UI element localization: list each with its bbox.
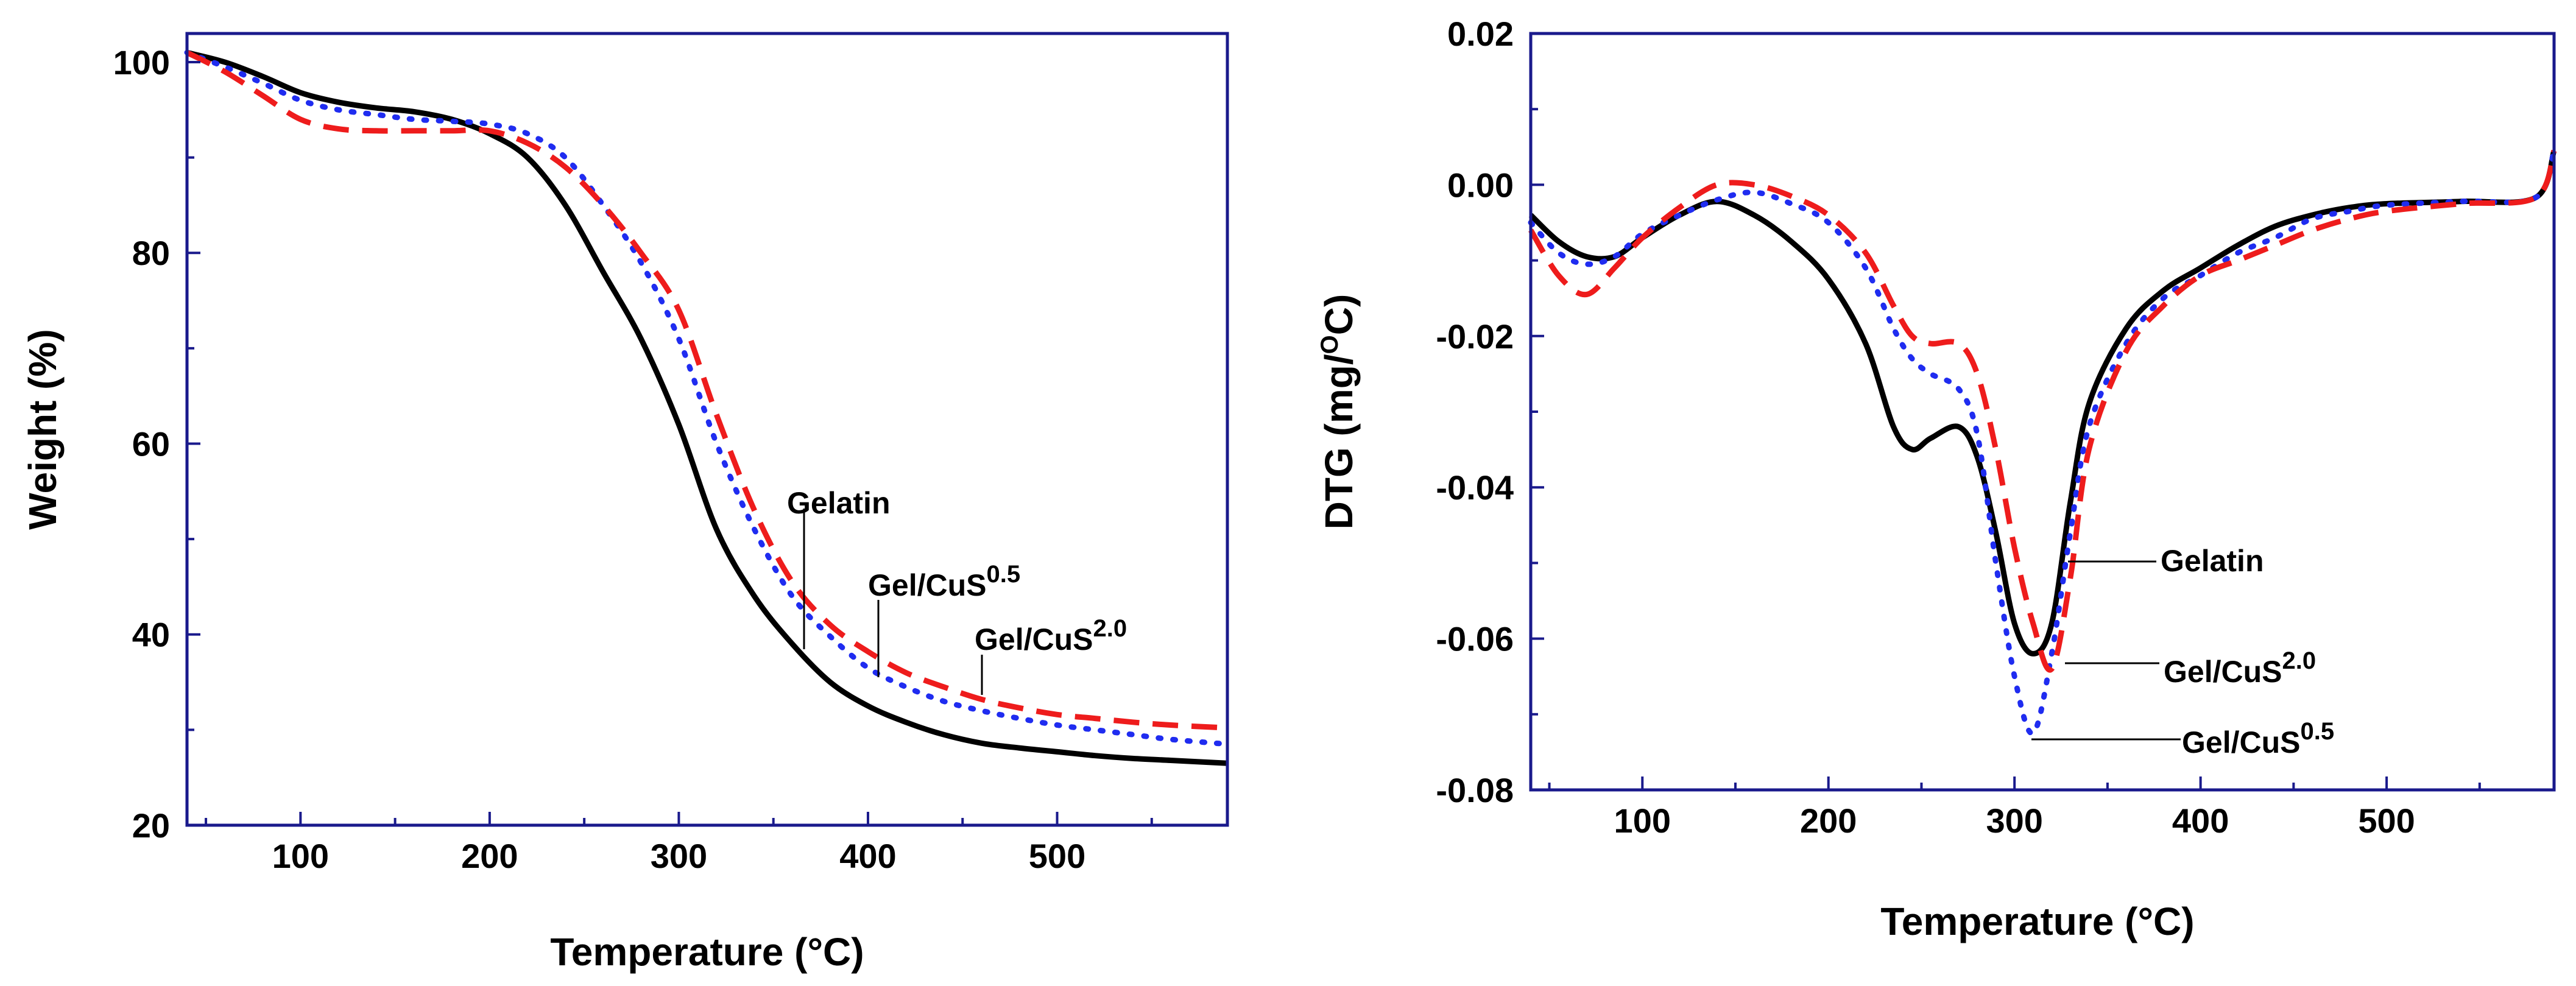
y-tick-label: 80: [132, 234, 170, 272]
series-line-gel-cus-0-5: [1528, 148, 2557, 736]
y-tick-label: 100: [113, 43, 170, 82]
y-axis-title: DTG (mg/OC): [1316, 294, 1361, 530]
x-tick-label: 400: [839, 837, 896, 875]
x-tick-label: 300: [651, 837, 707, 875]
x-tick-label: 100: [272, 837, 329, 875]
x-tick-label: 200: [1800, 801, 1857, 840]
x-axis-title: Temperature (°C): [550, 930, 864, 974]
y-axis-ticks: -0.08 -0.06 -0.04 -0.02 0.00 0.02: [1436, 15, 1544, 809]
annotation-gelatin: Gelatin: [2161, 544, 2264, 578]
series-line-gel-cus-2-0: [185, 50, 1228, 731]
y-axis-ticks: 20 40 60 80 100: [113, 43, 200, 845]
x-tick-label: 500: [1029, 837, 1085, 875]
tga-series-group: [184, 49, 1230, 766]
dtg-series-group: [1528, 148, 2557, 736]
series-line-gel-cus-2-0: [1528, 149, 2557, 673]
y-tick-label: -0.06: [1436, 620, 1514, 658]
plot-frame: [185, 32, 1229, 827]
y-tick-label: 0.00: [1447, 166, 1514, 204]
x-tick-label: 500: [2358, 801, 2415, 840]
tga-chart: 100 200 300 400 500 20 40 60 80 100 Gelatin Gel/…: [21, 32, 1230, 974]
series-line-gelatin: [1528, 149, 2557, 657]
series-line-gel-cus-0-5: [184, 49, 1230, 747]
x-axis-title: Temperature (°C): [1880, 900, 2194, 943]
y-tick-label: 0.02: [1447, 15, 1514, 53]
y-tick-label: 60: [132, 424, 170, 463]
y-tick-label: -0.08: [1436, 771, 1514, 809]
plot-frame: [1529, 32, 2556, 792]
x-axis-ticks: 100 200 300 400 500: [1548, 776, 2481, 840]
y-tick-label: 40: [132, 616, 170, 654]
x-tick-label: 400: [2172, 801, 2229, 840]
y-tick-label: -0.02: [1436, 317, 1514, 356]
y-tick-label: -0.04: [1436, 468, 1514, 507]
y-axis-title: Weight (%): [21, 329, 65, 529]
series-line-gelatin: [186, 49, 1228, 766]
annotation-gel-cus-2-0: Gel/CuS2.0: [975, 615, 1127, 657]
dtg-chart: 100 200 300 400 500 -0.08 -0.06 -0.04 -0.02 0.00…: [1316, 15, 2557, 943]
annotation-gelatin: Gelatin: [787, 486, 890, 520]
annotation-gel-cus-0-5: Gel/CuS0.5: [2182, 718, 2334, 759]
y-tick-label: 20: [132, 806, 170, 845]
x-tick-label: 300: [1986, 801, 2042, 840]
x-tick-label: 100: [1614, 801, 1671, 840]
x-tick-label: 200: [461, 837, 518, 875]
annotation-gel-cus-0-5: Gel/CuS0.5: [868, 561, 1020, 602]
x-axis-ticks: 100 200 300 400 500: [205, 812, 1153, 875]
annotation-gel-cus-2-0: Gel/CuS2.0: [2164, 647, 2316, 689]
